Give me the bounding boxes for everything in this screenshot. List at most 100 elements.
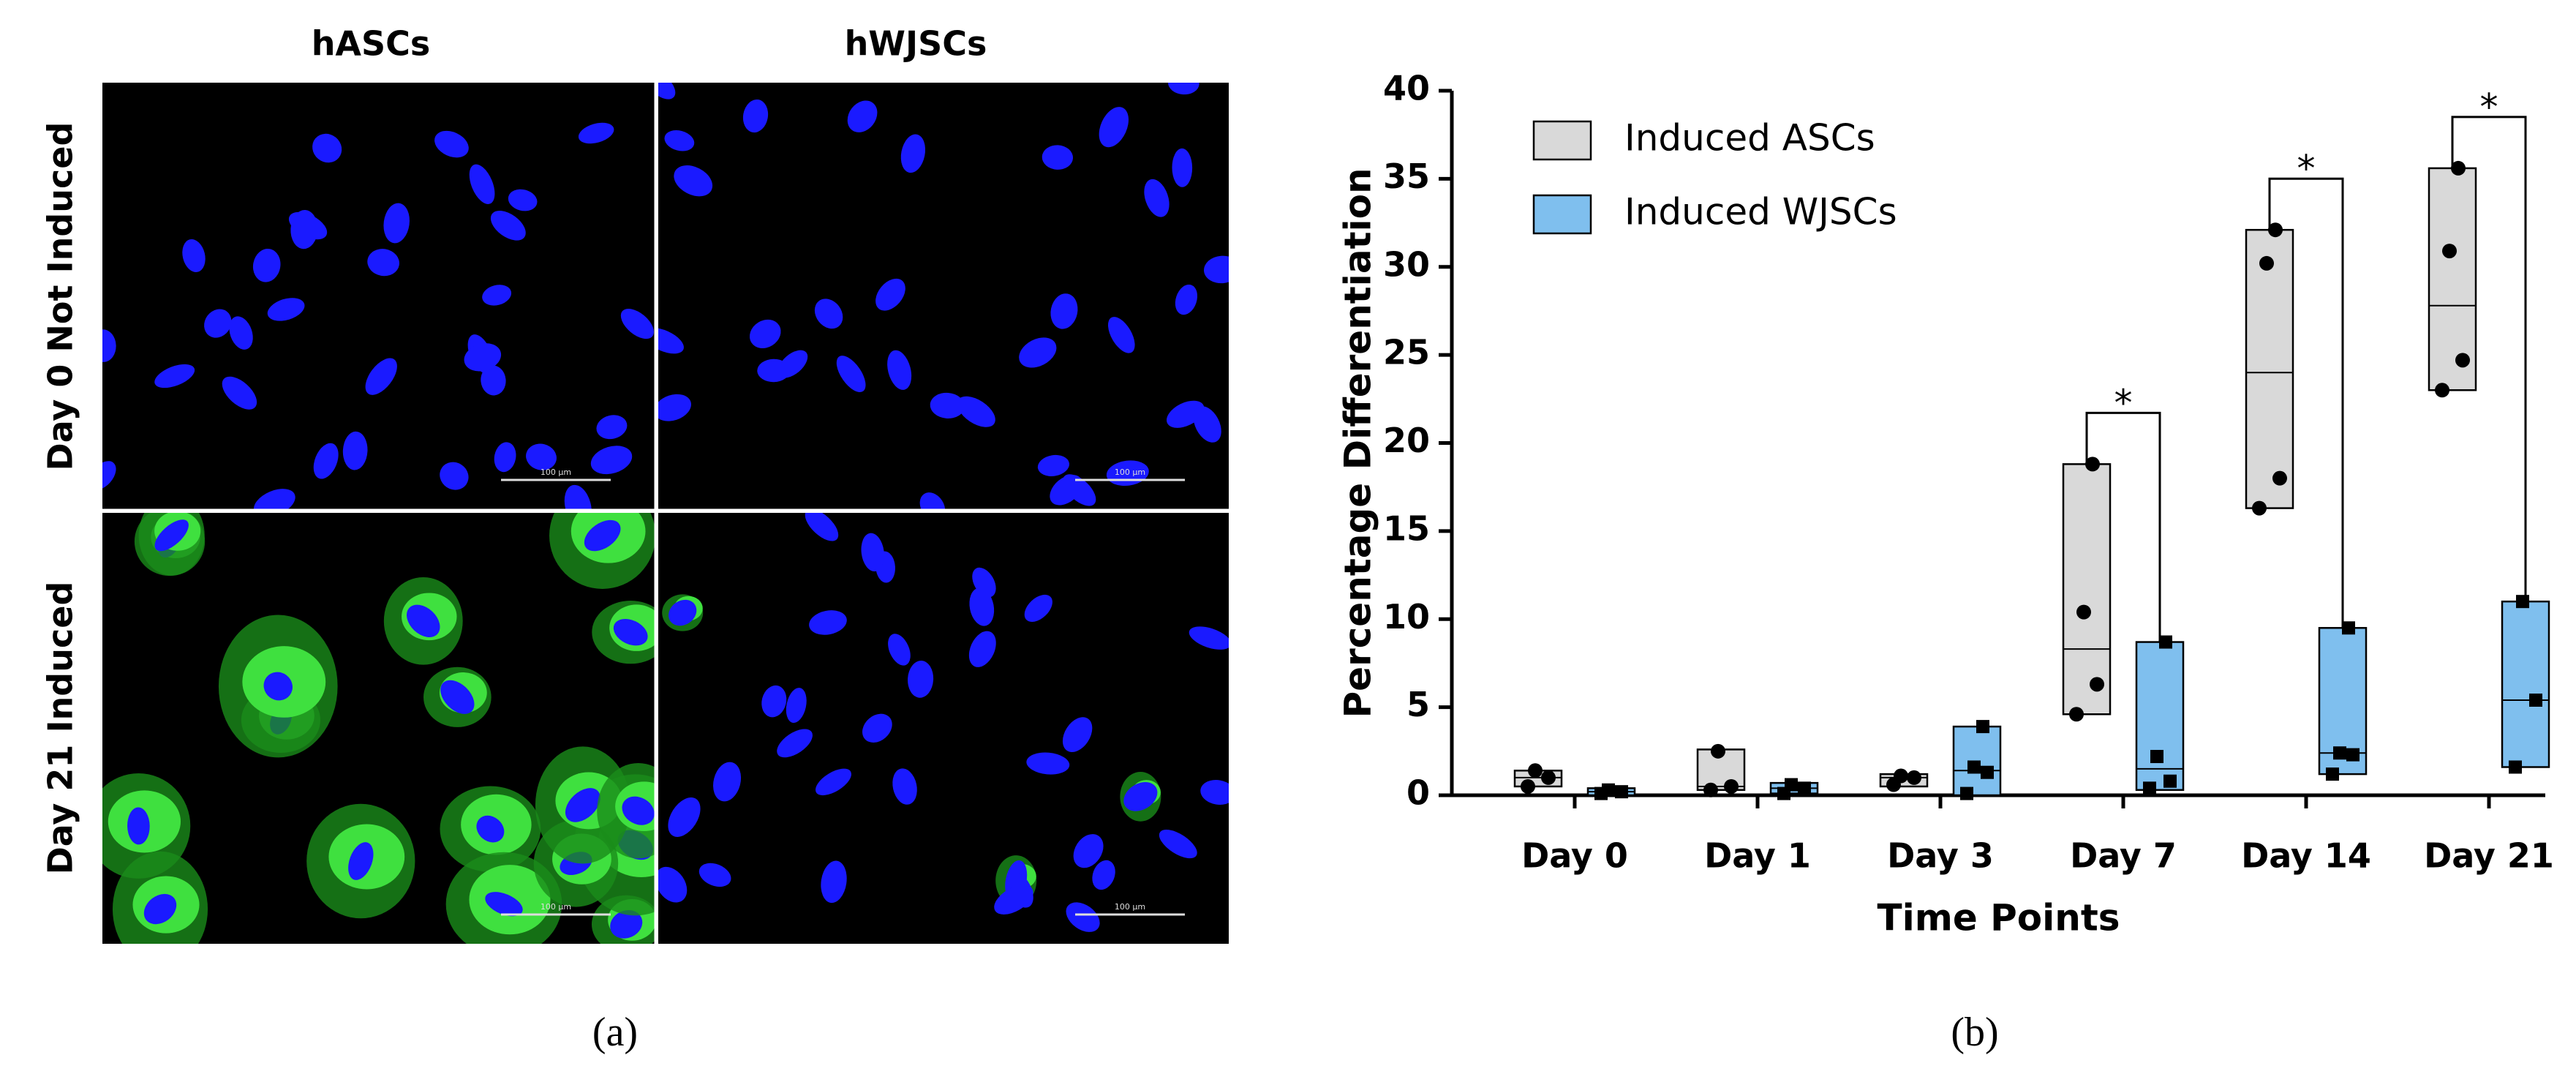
nucleus [1019,337,1057,368]
chart: 0 5 10 15 20 25 30 35 40 Percentage Differentiati… [1337,69,2554,939]
nucleus [1107,317,1135,353]
nucleus [365,358,397,395]
legend-label: Induced WJSCs [1624,191,1897,233]
nucleus [757,358,791,383]
data-point [1967,760,1981,774]
nucleus [610,910,643,939]
data-point [2272,470,2287,486]
nucleus [1092,860,1115,890]
nucleus [143,893,177,925]
x-tick-label: Day 1 [1704,836,1811,876]
nucleus [1159,830,1197,859]
nucleus [674,165,713,197]
nucleus [1042,145,1074,170]
micrograph [658,83,1229,509]
nucleus [1193,406,1221,443]
y-tick-label: 0 [1406,773,1430,813]
nucleus [786,688,807,724]
data-point [1602,783,1615,797]
nucleus [481,365,506,396]
nucleus [204,309,232,338]
nucleus [1123,782,1158,811]
cells [102,122,654,509]
nucleus [584,519,621,552]
data-point [2076,604,2091,620]
nucleus [847,100,878,132]
nucleus [367,249,399,277]
nucleus [267,298,305,321]
nucleus [313,443,339,479]
nucleus [742,99,769,133]
data-point [1785,778,1798,792]
scale-bar-label: 100 µm [541,902,571,912]
nucleus [622,796,655,825]
data-point [1615,785,1628,799]
scale-bar-label: 100 µm [1115,467,1145,477]
nucleus [127,807,150,845]
nucleus [919,492,946,509]
column-header: hASCs [312,24,431,64]
nucleus [263,672,293,701]
data-point [2442,244,2457,259]
nucleus [698,863,731,887]
nucleus [1062,717,1093,753]
nucleus [564,484,592,509]
data-point [2509,760,2522,774]
range-box [2245,228,2294,509]
cells [658,83,1229,509]
caption: (a) [592,1010,638,1055]
nucleus [969,587,995,626]
nucleus [434,130,469,158]
data-point [1528,763,1543,778]
nucleus [777,729,813,758]
nucleus [892,768,917,805]
y-tick-label: 40 [1383,69,1430,108]
caption: (b) [1951,1010,1998,1055]
column-header: hWJSCs [845,24,987,64]
data-point [2516,595,2529,609]
x-tick-label: Day 7 [2070,836,2177,876]
scale-bar-label: 100 µm [1115,902,1145,912]
nucleus [102,329,116,362]
nucleus [1189,626,1229,650]
nucleus [1168,83,1200,95]
nucleus [968,631,996,667]
data-point [2143,781,2156,795]
nucleus [1050,293,1078,329]
nucleus [407,604,440,638]
nucleus [814,298,843,329]
data-point [2435,383,2449,398]
nucleus [464,343,502,372]
x-axis-label: Time Points [1877,897,2120,939]
nucleus [900,134,926,173]
nucleus [1203,255,1229,284]
nucleus [1037,454,1069,476]
data-point [2085,457,2100,472]
nucleus [1066,902,1100,932]
data-point [2159,635,2172,649]
nucleus [805,513,839,541]
data-point [1907,770,1921,785]
nucleus [658,394,691,421]
nucleus [1200,779,1229,806]
y-tick-label: 20 [1383,421,1430,460]
nucleus [613,618,648,646]
significance-label: * [2297,148,2316,190]
nucleus [664,130,695,151]
data-point [2259,255,2274,271]
data-point [2150,750,2163,764]
cells [658,513,1229,932]
nucleus [875,278,905,311]
nucleus [930,392,965,418]
nucleus [620,309,654,339]
nucleus [713,762,742,802]
row-header: Day 21 Induced [41,582,80,875]
significance-label: * [2480,86,2498,128]
nucleus [994,885,1033,915]
x-tick-label: Day 3 [1887,836,1994,876]
data-point [2529,693,2542,707]
nucleus [312,133,342,163]
nucleus [1099,107,1129,148]
nucleus [508,189,538,211]
data-point [1724,778,1739,794]
